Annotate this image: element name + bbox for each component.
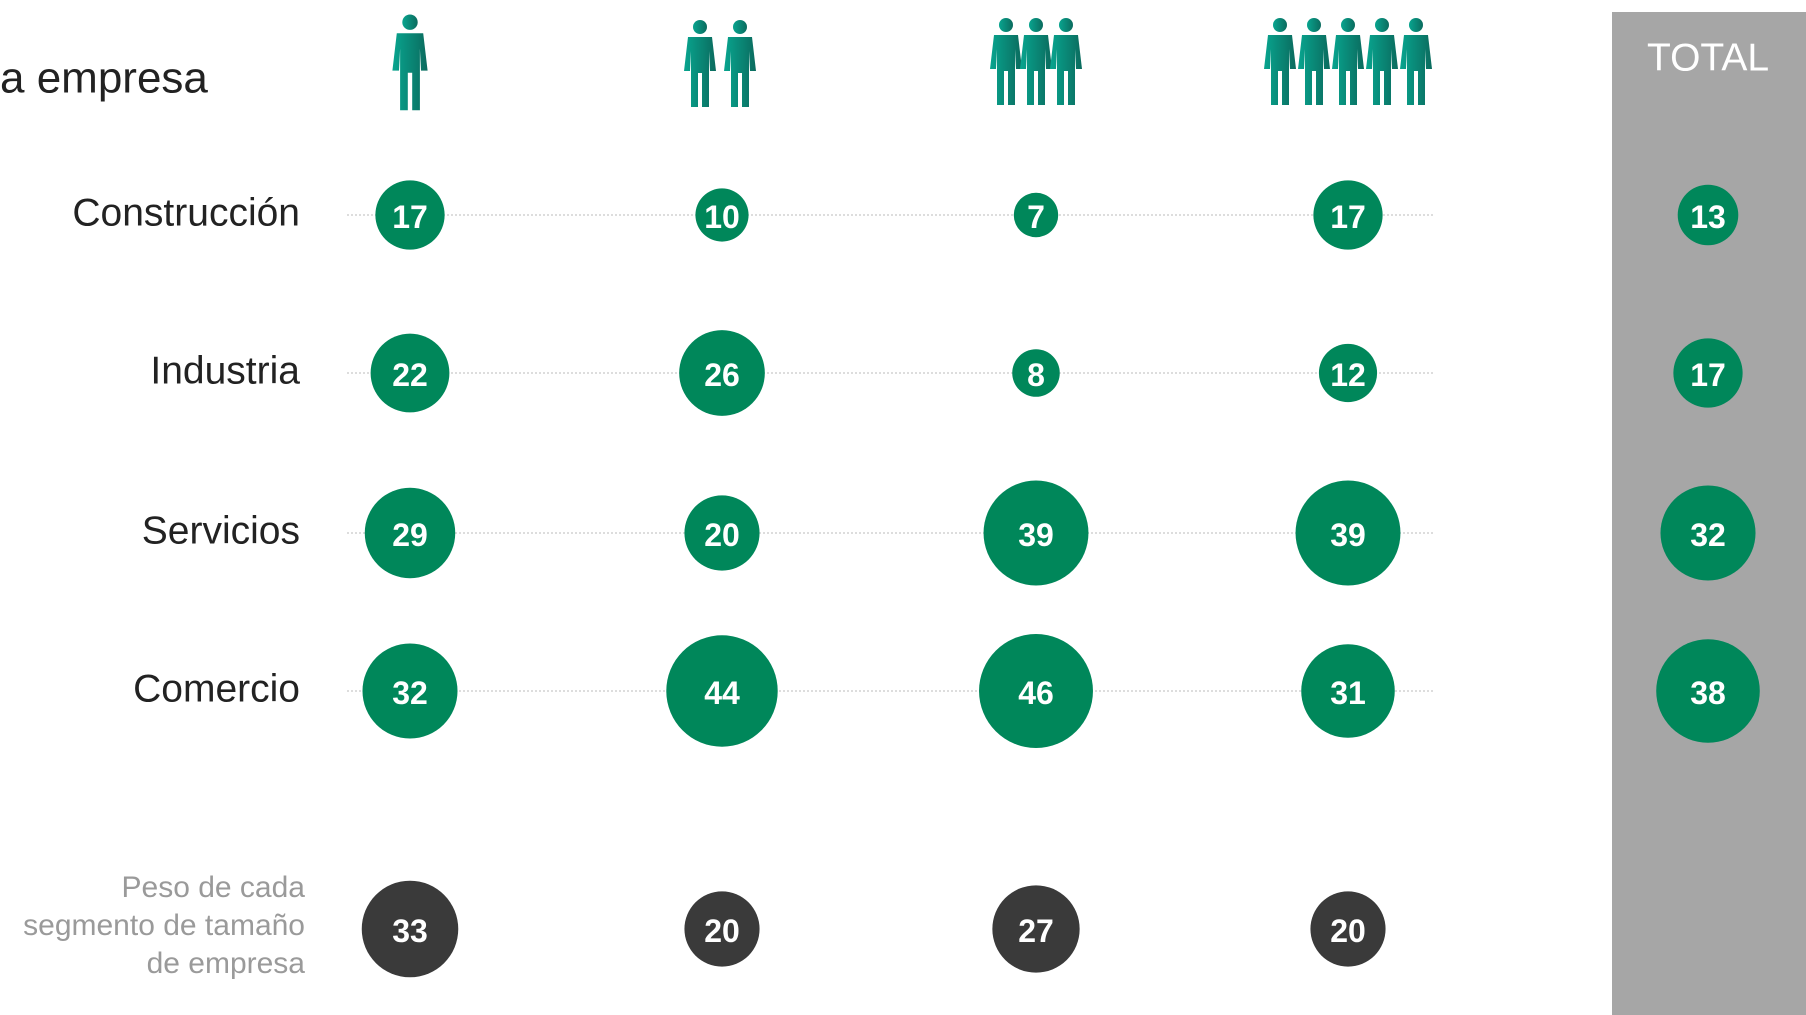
- value-label: 10: [704, 199, 740, 235]
- bubble: [684, 495, 760, 571]
- bubble: [684, 891, 760, 967]
- bubble: [1310, 891, 1386, 967]
- value-label: 31: [1330, 675, 1366, 711]
- bubble: [1013, 192, 1059, 238]
- value-label: 12: [1330, 357, 1366, 393]
- row-label: Construcción: [72, 192, 300, 235]
- row-label: Comercio: [133, 668, 300, 711]
- bubble: [1677, 184, 1739, 246]
- bubble: [375, 180, 445, 250]
- row-label: Industria: [150, 350, 300, 393]
- value-label: 46: [1018, 675, 1054, 711]
- value-label: 17: [1690, 357, 1726, 393]
- bubble: [370, 333, 450, 413]
- bubble: [1656, 639, 1760, 743]
- value-label: 17: [1330, 199, 1366, 235]
- bubble: [1660, 485, 1756, 581]
- weight-label: Peso de cada segmento de tamaño de empre…: [23, 871, 305, 980]
- value-label: 44: [704, 675, 740, 711]
- bubble: [666, 635, 778, 747]
- value-label: 27: [1018, 913, 1054, 949]
- column-label: TOTAL: [1647, 37, 1769, 80]
- bubble: [364, 487, 456, 579]
- bubble: [361, 880, 459, 978]
- bubble: [992, 885, 1080, 973]
- value-label: 20: [704, 517, 740, 553]
- value-label: 8: [1027, 357, 1045, 393]
- value-label: 22: [392, 357, 428, 393]
- bubble: [695, 188, 749, 242]
- value-label: 20: [704, 913, 740, 949]
- value-label: 13: [1690, 199, 1726, 235]
- value-label: 7: [1027, 199, 1045, 235]
- value-label: 29: [392, 517, 428, 553]
- bubble: [1295, 480, 1401, 586]
- value-label: 33: [392, 913, 428, 949]
- value-label: 39: [1330, 517, 1366, 553]
- bubble: [679, 330, 765, 416]
- icons: [392, 14, 1432, 111]
- value-label: 38: [1690, 675, 1726, 711]
- bubble: [1012, 349, 1060, 397]
- value-label: 39: [1018, 517, 1054, 553]
- value-label: 26: [704, 357, 740, 393]
- bubble: [983, 480, 1089, 586]
- bubble: [979, 634, 1093, 748]
- value-label: 20: [1330, 913, 1366, 949]
- value-label: 32: [392, 675, 428, 711]
- bubble: [362, 643, 458, 739]
- bubble: [1313, 180, 1383, 250]
- value-label: 32: [1690, 517, 1726, 553]
- row-label: Servicios: [142, 510, 300, 553]
- value-label: 17: [392, 199, 428, 235]
- bubble: [1318, 343, 1378, 403]
- chart-title: a empresa: [0, 54, 208, 103]
- bubble: [1673, 338, 1743, 408]
- bubble: [1301, 644, 1395, 738]
